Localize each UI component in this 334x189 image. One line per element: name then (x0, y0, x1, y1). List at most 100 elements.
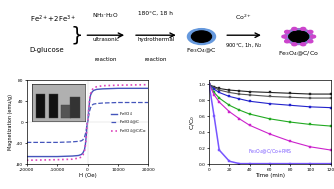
Legend: Fe$_3$O$_4$, Fe$_3$O$_4$@C, Fe$_3$O$_4$@C/Co: Fe$_3$O$_4$, Fe$_3$O$_4$@C, Fe$_3$O$_4$@… (111, 110, 146, 135)
Fe$_3$O$_4$@C/Co (116, 84, 120, 86)
Fe$_3$O$_4$ (86, 121, 90, 124)
Fe$_3$O$_4$@C/Co (86, 119, 90, 122)
Fe$_3$O$_4$ (85, 127, 89, 129)
Fe$_3$O$_4$@C (82, 136, 87, 138)
Fe$_3$O$_4$ (84, 143, 88, 146)
Text: Fe$_3$O$_4$@C/Co+PMS: Fe$_3$O$_4$@C/Co+PMS (248, 147, 292, 156)
Fe$_3$O$_4$@C/Co (82, 150, 87, 153)
Y-axis label: Magnetization (emu/g): Magnetization (emu/g) (8, 94, 13, 150)
Fe$_3$O$_4$@C/Co (86, 121, 90, 124)
Text: hydrothermal: hydrothermal (137, 37, 175, 42)
Fe$_3$O$_4$@C/Co (86, 115, 90, 118)
Fe$_3$O$_4$ (90, 91, 94, 93)
Fe$_3$O$_4$ (92, 89, 96, 92)
Fe$_3$O$_4$ (86, 116, 90, 118)
Text: 180°C, 18 h: 180°C, 18 h (139, 11, 173, 16)
Circle shape (285, 40, 290, 43)
Fe$_3$O$_4$ (25, 155, 29, 158)
X-axis label: H (Oe): H (Oe) (78, 173, 97, 178)
Fe$_3$O$_4$ (88, 99, 92, 101)
Circle shape (308, 40, 313, 43)
Fe$_3$O$_4$@C/Co (87, 107, 91, 109)
Circle shape (282, 35, 287, 38)
Text: D-glucose: D-glucose (30, 47, 64, 53)
Fe$_3$O$_4$@C/Co (76, 157, 80, 159)
Fe$_3$O$_4$@C (86, 119, 90, 121)
Fe$_3$O$_4$@C/Co (79, 156, 84, 158)
Fe$_3$O$_4$@C (87, 115, 91, 117)
Fe$_3$O$_4$@C/Co (95, 86, 99, 88)
Circle shape (191, 31, 211, 42)
Fe$_3$O$_4$@C/Co (88, 98, 92, 101)
Fe$_3$O$_4$ (84, 134, 88, 137)
Fe$_3$O$_4$@C/Co (55, 159, 59, 161)
Circle shape (311, 35, 316, 38)
Fe$_3$O$_4$ (116, 87, 120, 89)
Text: reaction: reaction (145, 57, 167, 62)
Fe$_3$O$_4$@C (25, 141, 29, 143)
X-axis label: Time (min): Time (min) (255, 173, 285, 178)
Circle shape (285, 29, 313, 45)
Fe$_3$O$_4$@C/Co (92, 87, 96, 89)
Fe$_3$O$_4$@C (88, 110, 92, 112)
Fe$_3$O$_4$@C (95, 102, 99, 105)
Fe$_3$O$_4$@C (89, 107, 93, 109)
Fe$_3$O$_4$@C (70, 141, 74, 143)
Text: NH$_3$$\cdot$H$_2$O: NH$_3$$\cdot$H$_2$O (92, 11, 119, 20)
Text: 900°C, 1h, N$_2$: 900°C, 1h, N$_2$ (225, 41, 263, 50)
Fe$_3$O$_4$ (70, 155, 74, 157)
Fe$_3$O$_4$@C/Co (85, 123, 89, 126)
Fe$_3$O$_4$@C (55, 141, 59, 143)
Fe$_3$O$_4$@C/Co (146, 84, 150, 86)
Fe$_3$O$_4$@C (146, 101, 150, 104)
Circle shape (288, 30, 310, 43)
Line: Fe$_3$O$_4$: Fe$_3$O$_4$ (27, 88, 148, 156)
Text: Co$^{2+}$: Co$^{2+}$ (235, 13, 253, 22)
Fe$_3$O$_4$ (95, 88, 99, 91)
Fe$_3$O$_4$@C/Co (81, 154, 85, 156)
Fe$_3$O$_4$@C (84, 128, 88, 130)
Fe$_3$O$_4$ (55, 155, 59, 158)
Fe$_3$O$_4$@C (85, 122, 89, 125)
Circle shape (301, 27, 306, 30)
Circle shape (285, 30, 290, 33)
Text: Fe$_3$O$_4$@C: Fe$_3$O$_4$@C (186, 46, 217, 55)
Text: ultrasonic: ultrasonic (92, 37, 119, 42)
Fe$_3$O$_4$@C (116, 101, 120, 104)
Fe$_3$O$_4$ (86, 120, 90, 122)
Circle shape (308, 30, 313, 33)
Fe$_3$O$_4$@C (84, 133, 88, 135)
Fe$_3$O$_4$ (101, 88, 105, 90)
Line: Fe$_3$O$_4$@C/Co: Fe$_3$O$_4$@C/Co (27, 85, 148, 160)
Fe$_3$O$_4$ (87, 108, 91, 110)
Fe$_3$O$_4$ (85, 123, 89, 125)
Fe$_3$O$_4$ (82, 149, 87, 151)
Fe$_3$O$_4$@C (85, 124, 89, 126)
Circle shape (187, 29, 215, 45)
Text: reaction: reaction (95, 57, 117, 62)
Fe$_3$O$_4$ (76, 154, 80, 157)
Fe$_3$O$_4$@C (81, 139, 85, 141)
Circle shape (292, 43, 297, 46)
Circle shape (289, 31, 309, 42)
Fe$_3$O$_4$@C (79, 140, 84, 142)
Y-axis label: C/C$_0$: C/C$_0$ (189, 115, 197, 130)
Fe$_3$O$_4$@C/Co (84, 144, 88, 147)
Fe$_3$O$_4$@C/Co (84, 136, 88, 138)
Line: Fe$_3$O$_4$@C: Fe$_3$O$_4$@C (27, 102, 148, 142)
Text: Fe$_3$O$_4$@C/Co: Fe$_3$O$_4$@C/Co (278, 49, 319, 58)
Fe$_3$O$_4$@C (90, 104, 94, 106)
Text: Fe$^{2+}$+2Fe$^{3+}$: Fe$^{2+}$+2Fe$^{3+}$ (30, 14, 76, 25)
Text: }: } (71, 26, 83, 45)
Fe$_3$O$_4$@C (76, 140, 80, 143)
Fe$_3$O$_4$@C (86, 121, 90, 124)
Fe$_3$O$_4$@C/Co (25, 159, 29, 161)
Fe$_3$O$_4$@C/Co (85, 127, 89, 129)
Circle shape (301, 43, 306, 46)
Fe$_3$O$_4$@C/Co (89, 92, 93, 95)
Fe$_3$O$_4$ (89, 94, 93, 96)
Fe$_3$O$_4$ (81, 152, 85, 154)
Circle shape (292, 27, 297, 30)
Fe$_3$O$_4$@C/Co (101, 85, 105, 87)
Fe$_3$O$_4$ (146, 87, 150, 89)
